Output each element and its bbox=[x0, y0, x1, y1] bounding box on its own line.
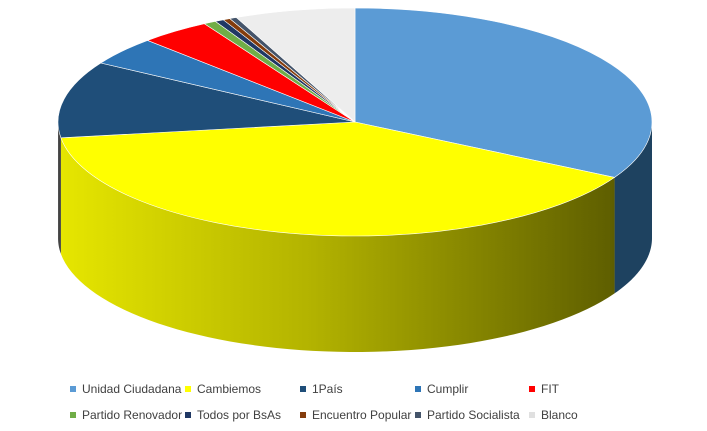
legend-swatch bbox=[415, 412, 421, 418]
legend-swatch bbox=[529, 412, 535, 418]
legend-swatch bbox=[415, 386, 421, 392]
pie-side-unidad-ciudadana bbox=[614, 122, 652, 294]
legend-item-partido-socialista: Partido Socialista bbox=[415, 408, 529, 422]
legend-item-encuentro-popular: Encuentro Popular bbox=[300, 408, 415, 422]
legend-label: Partido Renovador bbox=[82, 408, 183, 422]
legend-swatch bbox=[185, 412, 191, 418]
pie-slice-blanco bbox=[235, 7, 356, 123]
legend-label: 1País bbox=[312, 382, 343, 396]
legend-label: Unidad Ciudadana bbox=[82, 382, 182, 396]
legend-item-unidad-ciudadana: Unidad Ciudadana bbox=[70, 382, 185, 396]
legend-item-fit: FIT bbox=[529, 382, 643, 396]
legend-item-blanco: Blanco bbox=[529, 408, 643, 422]
pie-side-1pais bbox=[58, 122, 61, 254]
pie-slice-1pais bbox=[57, 62, 356, 139]
legend-swatch bbox=[70, 412, 76, 418]
legend-label: Todos por BsAs bbox=[197, 408, 282, 422]
legend-swatch bbox=[70, 386, 76, 392]
legend-swatch bbox=[300, 412, 306, 418]
legend-label: FIT bbox=[541, 382, 559, 396]
legend-label: Partido Socialista bbox=[427, 408, 520, 422]
legend-label: Blanco bbox=[541, 408, 578, 422]
pie-sides bbox=[58, 122, 652, 352]
legend-item-cumplir: Cumplir bbox=[415, 382, 529, 396]
pie-side-cambiemos bbox=[60, 137, 615, 352]
legend-item-partido-renovador: Partido Renovador bbox=[70, 408, 185, 422]
legend-swatch bbox=[185, 386, 191, 392]
legend-item-todos-por-bsas: Todos por BsAs bbox=[185, 408, 300, 422]
legend-label: Encuentro Popular bbox=[312, 408, 412, 422]
legend-item-1pais: 1País bbox=[300, 382, 415, 396]
pie-slice-unidad-ciudadana bbox=[354, 7, 653, 178]
legend-label: Cumplir bbox=[427, 382, 469, 396]
chart-legend: Unidad Ciudadana Cambiemos 1País Cumplir FIT… bbox=[70, 382, 670, 422]
pie-slice-cambiemos bbox=[60, 121, 616, 237]
legend-swatch bbox=[300, 386, 306, 392]
legend-label: Cambiemos bbox=[197, 382, 262, 396]
pie-tops bbox=[57, 7, 653, 237]
legend-swatch bbox=[529, 386, 535, 392]
legend-item-cambiemos: Cambiemos bbox=[185, 382, 300, 396]
